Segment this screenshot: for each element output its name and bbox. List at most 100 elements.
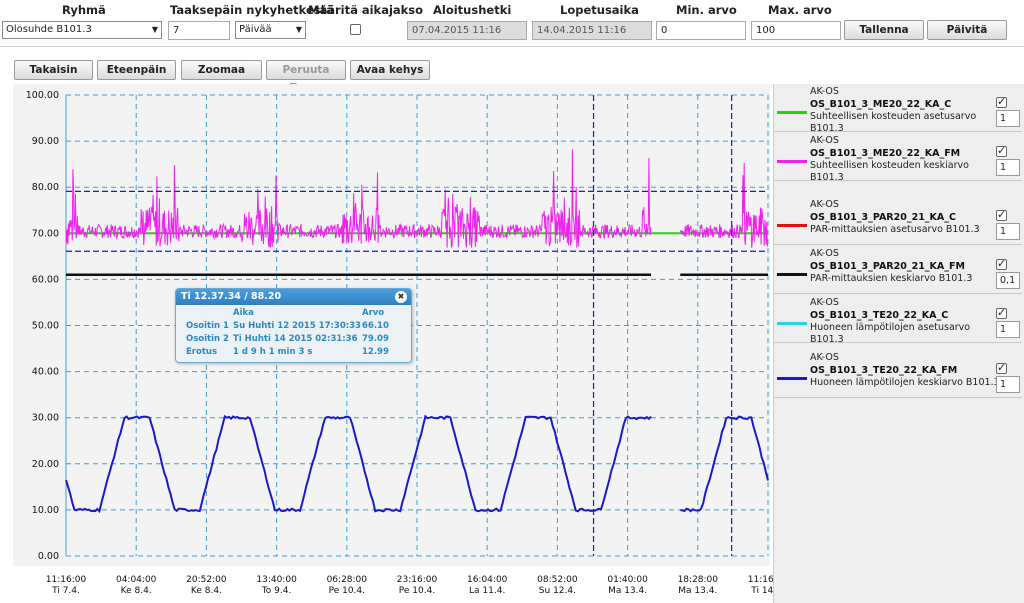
x-tick-day: Pe 10.4. xyxy=(398,586,436,596)
y-tick-label: 10.00 xyxy=(32,505,59,516)
y-tick-label: 50.00 xyxy=(32,321,59,332)
back-from-now-label: Taaksepäin nykyhetkestä xyxy=(170,3,334,17)
min-label: Min. arvo xyxy=(676,3,737,17)
legend-desc: PAR-mittauksien keskiarvo B101.3 xyxy=(810,273,973,284)
toolbar-divider xyxy=(0,46,1024,47)
legend-code: OS_B101_3_TE20_22_KA_FM xyxy=(810,365,958,376)
back-unit-select[interactable]: Päivää ▼ xyxy=(235,21,306,39)
legend-desc: Suhteellisen kosteuden keskiarvo B101.3 xyxy=(810,160,969,183)
end-label: Lopetusaika xyxy=(560,3,639,17)
x-tick-time: 11:16:00 xyxy=(747,575,789,585)
x-tick-label: 20:52:00 Ke 8.4. xyxy=(176,575,236,597)
series-multiplier-input[interactable]: 1 xyxy=(996,376,1020,393)
series-swatch xyxy=(777,322,807,325)
legend-item: AK-OS OS_B101_3_ME20_22_KA_C Suhteellise… xyxy=(774,84,1022,134)
legend-group: AK-OS xyxy=(810,135,839,146)
tooltip-row-label: Osoitin 1 xyxy=(186,321,229,331)
x-axis: 11:16:00 Ti 7.4. 04:04:00 Ke 8.4. 20:52:00 Ke… xyxy=(13,566,788,603)
series-swatch xyxy=(777,224,807,227)
save-button[interactable]: Tallenna xyxy=(844,20,924,40)
y-tick-label: 0.00 xyxy=(38,551,59,562)
x-tick-day: Ti 7.4. xyxy=(52,586,80,596)
legend-item: AK-OS OS_B101_3_PAR20_21_KA_FM PAR-mitta… xyxy=(774,246,1022,294)
x-tick-day: Pe 10.4. xyxy=(328,586,365,596)
y-tick-label: 80.00 xyxy=(32,182,59,193)
series-visible-checkbox[interactable] xyxy=(996,144,1007,157)
x-tick-time: 13:40:00 xyxy=(256,575,297,585)
y-tick-label: 40.00 xyxy=(32,367,59,378)
max-label: Max. arvo xyxy=(768,3,832,17)
legend-item: AK-OS OS_B101_3_ME20_22_KA_FM Suhteellis… xyxy=(774,133,1022,183)
undo-zoom-button[interactable]: Peruuta Zoom xyxy=(266,60,346,94)
series-multiplier-input[interactable]: 1 xyxy=(996,321,1020,338)
x-tick-time: 11:16:00 xyxy=(45,575,87,585)
series-visible-checkbox[interactable] xyxy=(996,208,1007,221)
x-tick-day: Su 12.4. xyxy=(538,586,576,596)
zoom-button[interactable]: Zoomaa xyxy=(181,60,262,80)
define-period-checkbox[interactable] xyxy=(350,24,361,35)
tooltip-row-label: Erotus xyxy=(186,347,218,357)
forward-button[interactable]: Eteenpäin xyxy=(97,60,176,80)
legend-desc: PAR-mittauksien asetusarvo B101.3 xyxy=(810,224,980,235)
series-swatch xyxy=(777,273,807,276)
group-select-value: Olosuhde B101.3 xyxy=(6,24,92,35)
cursor-tooltip: Ti 12.37.34 / 88.20 ✖ Aika Arvo Osoitin … xyxy=(175,288,412,363)
group-select[interactable]: Olosuhde B101.3 ▼ xyxy=(2,21,162,39)
y-tick-label: 30.00 xyxy=(32,413,59,424)
y-tick-label: 70.00 xyxy=(32,228,59,239)
update-button[interactable]: Päivitä xyxy=(927,20,1007,40)
legend-code: OS_B101_3_TE20_22_KA_C xyxy=(810,310,949,321)
series-multiplier-input[interactable]: 1 xyxy=(996,110,1020,127)
x-tick-label: 13:40:00 To 9.4. xyxy=(247,575,307,597)
min-input[interactable]: 0 xyxy=(656,21,746,40)
legend-panel: AK-OS OS_B101_3_ME20_22_KA_C Suhteellise… xyxy=(773,84,1024,603)
end-input[interactable]: 14.04.2015 11:16 xyxy=(532,21,652,40)
series-swatch xyxy=(777,377,807,380)
x-tick-label: 11:16:00 Ti 14.4. xyxy=(738,575,798,597)
x-tick-time: 01:40:00 xyxy=(607,575,648,585)
legend-group: AK-OS xyxy=(810,352,839,363)
legend-item: AK-OS OS_B101_3_TE20_22_KA_C Huoneen läm… xyxy=(774,295,1022,345)
tooltip-title: Ti 12.37.34 / 88.20 xyxy=(176,289,411,305)
legend-group: AK-OS xyxy=(810,248,839,259)
series-line xyxy=(679,162,768,248)
series-swatch xyxy=(777,111,807,114)
legend-code: OS_B101_3_ME20_22_KA_FM xyxy=(810,148,961,159)
series-visible-checkbox[interactable] xyxy=(996,95,1007,108)
max-input[interactable]: 100 xyxy=(751,21,841,40)
legend-group: AK-OS xyxy=(810,86,839,97)
x-tick-day: Ke 8.4. xyxy=(190,586,222,596)
back-unit-value: Päivää xyxy=(239,24,272,35)
x-tick-time: 20:52:00 xyxy=(186,575,227,585)
series-visible-checkbox[interactable] xyxy=(996,306,1007,319)
x-tick-time: 08:52:00 xyxy=(537,575,578,585)
legend-desc: Huoneen lämpötilojen keskiarvo B101.3 xyxy=(810,377,1000,388)
define-period-label: Määritä aikajakso xyxy=(308,3,424,17)
x-tick-day: To 9.4. xyxy=(261,586,292,596)
x-tick-label: 16:04:00 La 11.4. xyxy=(457,575,517,597)
x-tick-time: 16:04:00 xyxy=(466,575,508,585)
tooltip-row-value: 79.09 xyxy=(362,334,389,344)
legend-desc: Huoneen lämpötilojen asetusarvo B101.3 xyxy=(810,322,971,345)
x-tick-label: 01:40:00 Ma 13.4. xyxy=(598,575,658,597)
close-icon[interactable]: ✖ xyxy=(395,291,407,303)
series-swatch xyxy=(777,160,807,163)
group-label: Ryhmä xyxy=(62,3,106,17)
start-input[interactable]: 07.04.2015 11:16 xyxy=(407,21,527,40)
x-tick-label: 06:28:00 Pe 10.4. xyxy=(317,575,377,597)
series-visible-checkbox[interactable] xyxy=(996,361,1007,374)
tooltip-row-value: 66.10 xyxy=(362,321,389,331)
back-button[interactable]: Takaisin xyxy=(14,60,93,80)
series-visible-checkbox[interactable] xyxy=(996,257,1007,270)
y-tick-label: 20.00 xyxy=(32,459,59,470)
x-tick-label: 04:04:00 Ke 8.4. xyxy=(106,575,166,597)
tooltip-col-value: Arvo xyxy=(362,308,385,318)
back-amount-input[interactable]: 7 xyxy=(168,21,230,40)
open-frame-button[interactable]: Avaa kehys xyxy=(350,60,430,80)
legend-group: AK-OS xyxy=(810,199,839,210)
series-multiplier-input[interactable]: 0,1 xyxy=(996,272,1020,289)
x-tick-time: 04:04:00 xyxy=(115,575,157,585)
series-line xyxy=(65,414,652,514)
series-multiplier-input[interactable]: 1 xyxy=(996,223,1020,240)
series-multiplier-input[interactable]: 1 xyxy=(996,159,1020,176)
